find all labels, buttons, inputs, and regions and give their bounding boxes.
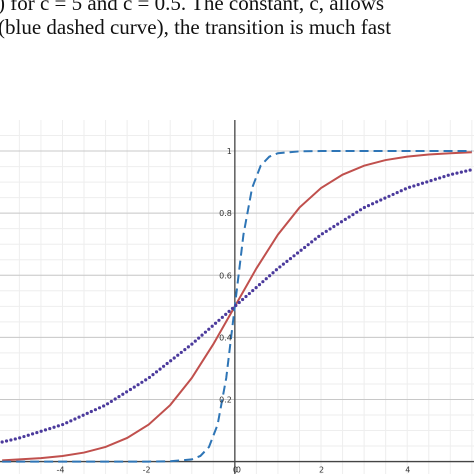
caption-line-1: ) for c = 5 and c = 0.5. The constant, c… <box>0 0 385 15</box>
caption-line-2: (blue dashed curve), the transition is m… <box>0 15 392 39</box>
x-tick-label: -4 <box>56 466 64 474</box>
x-tick-label: 2 <box>319 466 324 474</box>
y-tick-label: 1 <box>227 147 232 156</box>
x-tick-label: 0 <box>233 466 238 474</box>
tick-labels: -4 -2 0 2 400.20.40.60.81 <box>56 147 410 474</box>
x-tick-label: 4 <box>405 466 410 474</box>
x-tick-label: 0 <box>236 466 241 474</box>
y-tick-label: 0.6 <box>219 271 232 280</box>
series-line-dotted <box>0 168 474 444</box>
series-lines <box>0 150 474 463</box>
y-tick-label: 0.4 <box>219 333 232 342</box>
y-tick-label: 0.2 <box>219 395 232 404</box>
series-line-solid <box>2 151 472 462</box>
x-tick-label: -2 <box>143 466 151 474</box>
sigmoid-chart: -4 -2 0 2 400.20.40.60.81 <box>0 120 474 474</box>
caption-text: ) for c = 5 and c = 0.5. The constant, c… <box>0 0 474 60</box>
y-tick-label: 0.8 <box>219 209 232 218</box>
